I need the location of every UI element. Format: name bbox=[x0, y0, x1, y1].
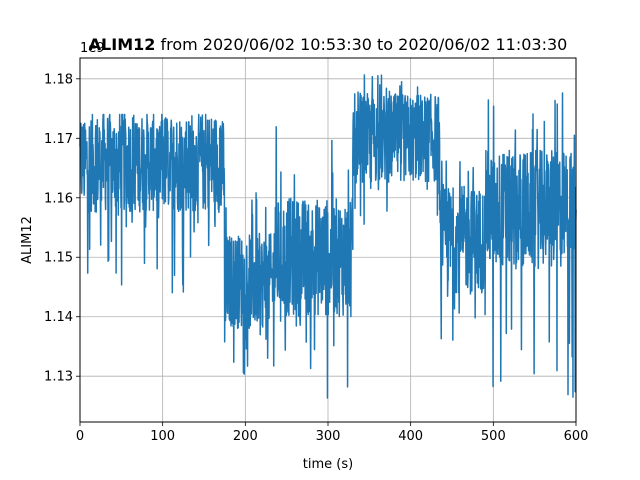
y-tick-label: 1.15 bbox=[44, 251, 73, 266]
x-tick-label: 100 bbox=[150, 429, 175, 444]
x-axis-label: time (s) bbox=[303, 457, 353, 472]
x-tick-label: 300 bbox=[316, 429, 341, 444]
series-layer bbox=[79, 74, 577, 399]
x-tick-label: 600 bbox=[564, 429, 589, 444]
y-tick-label: 1.18 bbox=[44, 72, 73, 87]
y-tick-label: 1.17 bbox=[44, 132, 73, 147]
y-tick-label: 1.14 bbox=[44, 310, 73, 325]
x-ticks: 0 100 200 300 400 500 600 bbox=[76, 422, 589, 444]
y-axis-label: ALIM12 bbox=[20, 216, 35, 264]
x-tick-label: 400 bbox=[398, 429, 423, 444]
x-tick-label: 200 bbox=[233, 429, 258, 444]
series-line bbox=[79, 74, 577, 399]
y-tick-label: 1.16 bbox=[44, 191, 73, 206]
chart-title: ALIM12 from 2020/06/02 10:53:30 to 2020/… bbox=[89, 35, 568, 54]
title-rest: from 2020/06/02 10:53:30 to 2020/06/02 1… bbox=[155, 35, 567, 54]
x-tick-label: 0 bbox=[76, 429, 84, 444]
x-tick-label: 500 bbox=[481, 429, 506, 444]
y-tick-label: 1.13 bbox=[44, 370, 73, 385]
offset-text: 1e9 bbox=[80, 41, 105, 56]
y-ticks: 1.13 1.14 1.15 1.16 1.17 1.18 bbox=[44, 72, 80, 385]
title-bold: ALIM12 bbox=[89, 35, 156, 54]
